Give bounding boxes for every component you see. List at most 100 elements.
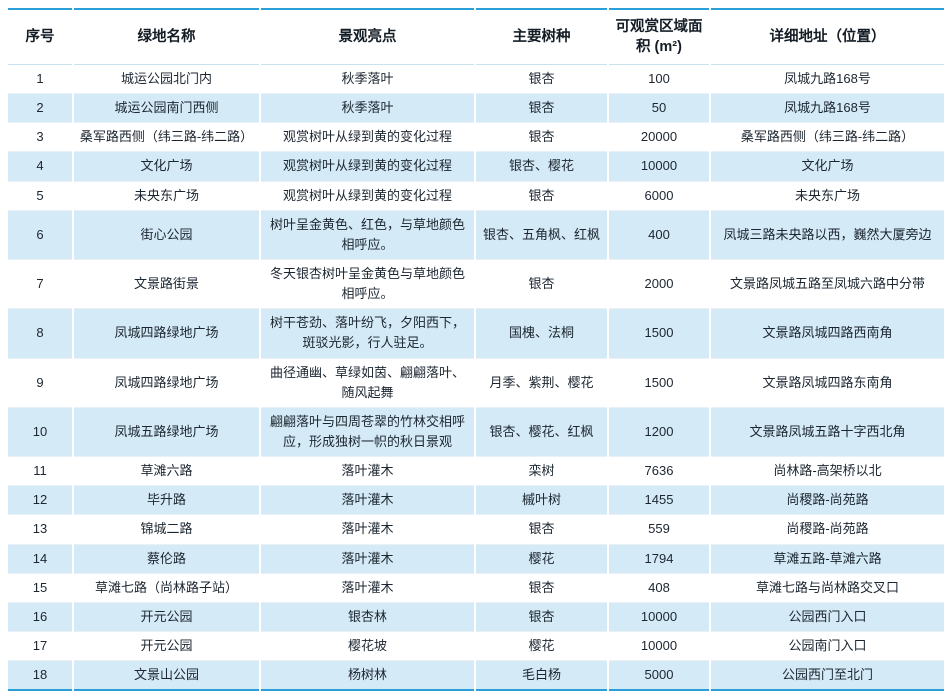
table-cell: 翩翩落叶与四周苍翠的竹林交相呼应，形成独树一帜的秋日景观 [259,407,475,458]
table-cell: 14 [8,544,73,574]
table-cell: 2000 [607,259,710,310]
table-cell: 文景路凤城五路十字西北角 [709,407,944,458]
table-cell: 17 [8,631,73,662]
table-cell: 1 [8,64,73,95]
table-cell: 开元公园 [72,631,260,662]
table-cell: 毛白杨 [474,660,608,691]
table-cell: 银杏、樱花、红枫 [474,407,608,458]
table-cell: 国槐、法桐 [474,308,608,359]
table-cell: 秋季落叶 [259,64,475,95]
table-cell: 文化广场 [709,151,944,182]
table-cell: 50 [607,93,710,124]
table-cell: 杨树林 [259,660,475,691]
table-cell: 银杏、樱花 [474,151,608,182]
column-header: 绿地名称 [72,9,260,65]
table-cell: 银杏 [474,181,608,211]
table-cell: 未央东广场 [709,181,944,211]
table-cell: 凤城九路168号 [709,64,944,95]
table-cell: 5 [8,181,73,211]
green-space-table: 序号 绿地名称 景观亮点 主要树种 可观赏区域面积 (m²) 详细地址（位置） 1 城运公园… [8,8,944,691]
table-cell: 树干苍劲、落叶纷飞，夕阳西下，斑驳光影，行人驻足。 [259,308,475,359]
column-header: 景观亮点 [259,9,475,65]
table-cell: 树叶呈金黄色、红色，与草地颜色相呼应。 [259,210,475,260]
table-row: 4 文化广场 观赏树叶从绿到黄的变化过程 银杏、樱花 10000 文化广场 [8,151,944,182]
table-cell: 观赏树叶从绿到黄的变化过程 [259,181,475,211]
table-row: 5 未央东广场 观赏树叶从绿到黄的变化过程 银杏 6000 未央东广场 [8,181,944,211]
table-row: 15 草滩七路（尚林路子站） 落叶灌木 银杏 408 草滩七路与尚林路交叉口 [8,573,944,603]
table-cell: 樱花 [474,631,608,662]
table-cell: 锦城二路 [72,514,260,545]
table-cell: 408 [607,573,710,603]
table-cell: 文景路街景 [72,259,260,310]
table-cell: 6000 [607,181,710,211]
table-cell: 3 [8,122,73,153]
table-cell: 秋季落叶 [259,93,475,124]
column-header: 序号 [8,9,73,65]
table-cell: 观赏树叶从绿到黄的变化过程 [259,151,475,182]
table-cell: 街心公园 [72,210,260,260]
table-cell: 尚稷路-尚苑路 [709,514,944,545]
table-cell: 蔡伦路 [72,544,260,574]
table-cell: 草滩五路-草滩六路 [709,544,944,574]
table-cell: 银杏林 [259,602,475,632]
table-row: 7 文景路街景 冬天银杏树叶呈金黄色与草地颜色相呼应。 银杏 2000 文景路凤城五路至凤… [8,259,944,310]
table-cell: 草滩七路（尚林路子站） [72,573,260,603]
table-cell: 文景山公园 [72,660,260,691]
table-cell: 4 [8,151,73,182]
table-cell: 凤城五路绿地广场 [72,407,260,458]
table-cell: 文景路凤城四路东南角 [709,358,944,408]
table-cell: 银杏 [474,602,608,632]
table-cell: 草滩七路与尚林路交叉口 [709,573,944,603]
table-cell: 12 [8,485,73,516]
table-cell: 银杏、五角枫、红枫 [474,210,608,260]
table-cell: 落叶灌木 [259,514,475,545]
table-cell: 13 [8,514,73,545]
table-row: 3 桑军路西侧（纬三路-纬二路） 观赏树叶从绿到黄的变化过程 银杏 20000 桑军路西侧… [8,122,944,153]
table-row: 14 蔡伦路 落叶灌木 樱花 1794 草滩五路-草滩六路 [8,544,944,574]
column-header: 主要树种 [474,9,608,65]
table-cell: 落叶灌木 [259,573,475,603]
table-cell: 凤城四路绿地广场 [72,308,260,359]
table-cell: 10000 [607,631,710,662]
table-row: 10 凤城五路绿地广场 翩翩落叶与四周苍翠的竹林交相呼应，形成独树一帜的秋日景观 银杏… [8,407,944,458]
table-cell: 冬天银杏树叶呈金黄色与草地颜色相呼应。 [259,259,475,310]
table-body: 1 城运公园北门内 秋季落叶 银杏 100 凤城九路168号 2 城运公园南门西侧 秋季落叶 银杏… [8,64,944,691]
table-cell: 草滩六路 [72,456,260,487]
table-cell: 城运公园南门西侧 [72,93,260,124]
table-cell: 1455 [607,485,710,516]
table-row: 18 文景山公园 杨树林 毛白杨 5000 公园西门至北门 [8,660,944,691]
table-cell: 2 [8,93,73,124]
table-cell: 7636 [607,456,710,487]
table-cell: 银杏 [474,64,608,95]
table-header: 序号 绿地名称 景观亮点 主要树种 可观赏区域面积 (m²) 详细地址（位置） [8,9,944,65]
column-header: 可观赏区域面积 (m²) [607,9,710,65]
table-cell: 1794 [607,544,710,574]
table-cell: 曲径通幽、草绿如茵、翩翩落叶、随风起舞 [259,358,475,408]
table-cell: 6 [8,210,73,260]
table-cell: 未央东广场 [72,181,260,211]
table-cell: 1500 [607,358,710,408]
table-cell: 月季、紫荆、樱花 [474,358,608,408]
table-cell: 9 [8,358,73,408]
table-cell: 20000 [607,122,710,153]
table-cell: 18 [8,660,73,691]
table-cell: 落叶灌木 [259,544,475,574]
table-row: 16 开元公园 银杏林 银杏 10000 公园西门入口 [8,602,944,632]
table-cell: 尚林路-高架桥以北 [709,456,944,487]
table-cell: 公园南门入口 [709,631,944,662]
table-cell: 559 [607,514,710,545]
table-cell: 5000 [607,660,710,691]
table-cell: 1500 [607,308,710,359]
table-row: 8 凤城四路绿地广场 树干苍劲、落叶纷飞，夕阳西下，斑驳光影，行人驻足。 国槐、法桐 1… [8,308,944,359]
table-cell: 100 [607,64,710,95]
table-cell: 15 [8,573,73,603]
table-row: 2 城运公园南门西侧 秋季落叶 银杏 50 凤城九路168号 [8,93,944,124]
table-row: 13 锦城二路 落叶灌木 银杏 559 尚稷路-尚苑路 [8,514,944,545]
header-row: 序号 绿地名称 景观亮点 主要树种 可观赏区域面积 (m²) 详细地址（位置） [8,9,944,65]
table-cell: 10 [8,407,73,458]
table-cell: 桑军路西侧（纬三路-纬二路） [709,122,944,153]
table-cell: 7 [8,259,73,310]
table-cell: 樱花坡 [259,631,475,662]
table-cell: 凤城九路168号 [709,93,944,124]
table-cell: 凤城四路绿地广场 [72,358,260,408]
